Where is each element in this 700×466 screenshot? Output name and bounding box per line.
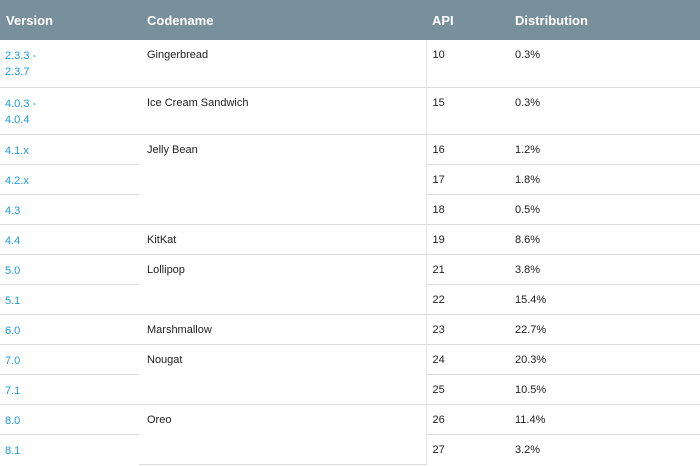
table-header: Version Codename API Distribution <box>0 0 700 40</box>
distribution-cell: 3.2% <box>511 434 700 464</box>
distribution-cell: 15.4% <box>511 284 700 315</box>
distribution-cell: 22.7% <box>511 314 700 345</box>
api-cell: 26 <box>425 404 511 435</box>
api-cell: 17 <box>425 164 511 195</box>
api-cell: 10 <box>425 40 511 88</box>
header-codename: Codename <box>139 0 426 40</box>
version-line-1[interactable]: 2.3.3 - <box>5 50 37 62</box>
table-row: 7.1 25 10.5% <box>0 374 700 405</box>
codename-cell: Nougat <box>139 344 426 405</box>
version-link[interactable]: 5.0 <box>0 254 139 285</box>
api-cell: 27 <box>425 434 511 464</box>
header-version: Version <box>0 0 139 40</box>
distribution-cell: 11.4% <box>511 404 700 435</box>
api-cell: 24 <box>425 344 511 375</box>
table-row: 2.3.3 - 2.3.7 Gingerbread 10 0.3% <box>0 40 700 88</box>
distribution-cell: 10.5% <box>511 374 700 405</box>
codename-cell: Ice Cream Sandwich <box>139 87 426 135</box>
version-link[interactable]: 7.0 <box>0 344 139 375</box>
table-row: 4.0.3 - 4.0.4 Ice Cream Sandwich 15 0.3% <box>0 87 700 135</box>
header-row: Version Codename API Distribution <box>0 0 700 40</box>
table-row: 8.1 27 3.2% <box>0 434 700 464</box>
codename-cell: Marshmallow <box>139 314 426 345</box>
api-cell: 18 <box>425 194 511 225</box>
table-row: 4.1.x Jelly Bean 16 1.2% <box>0 134 700 225</box>
distribution-cell: 3.8% <box>511 254 700 285</box>
version-line-2[interactable]: 2.3.7 <box>5 66 30 78</box>
version-link[interactable]: 2.3.3 - 2.3.7 <box>0 40 139 88</box>
distribution-cell: 0.3% <box>511 87 700 135</box>
table-row: 4.4 KitKat 19 8.6% <box>0 224 700 255</box>
table-body: 2.3.3 - 2.3.7 Gingerbread 10 0.3% 4.0.3 -… <box>0 40 700 465</box>
version-link[interactable]: 7.1 <box>0 374 139 405</box>
version-link[interactable]: 6.0 <box>0 314 139 345</box>
table-row: 6.0 Marshmallow 23 22.7% <box>0 314 700 345</box>
version-link[interactable]: 5.1 <box>0 284 139 315</box>
version-link[interactable]: 4.0.3 - 4.0.4 <box>0 87 139 135</box>
api-cell: 19 <box>425 224 511 255</box>
version-link[interactable]: 4.2.x <box>0 164 139 195</box>
api-cell: 25 <box>425 374 511 405</box>
header-distribution: Distribution <box>511 0 700 40</box>
codename-cell: Lollipop <box>139 254 426 315</box>
distribution-cell: 20.3% <box>511 344 700 375</box>
codename-cell: Gingerbread <box>139 40 426 88</box>
api-cell: 15 <box>425 87 511 135</box>
table-row: 8.0 Oreo 26 11.4% <box>0 404 700 465</box>
codename-cell: KitKat <box>139 224 426 255</box>
version-link[interactable]: 4.4 <box>0 224 139 255</box>
table-row: 5.1 22 15.4% <box>0 284 700 315</box>
table-row: 4.3 18 0.5% <box>0 194 700 225</box>
distribution-cell: 1.2% <box>511 134 700 165</box>
table-row: 5.0 Lollipop 21 3.8% <box>0 254 700 315</box>
codename-cell: Jelly Bean <box>139 134 426 225</box>
table-row: 4.2.x 17 1.8% <box>0 164 700 195</box>
header-api: API <box>426 0 511 40</box>
api-cell: 23 <box>425 314 511 345</box>
version-link[interactable]: 4.3 <box>0 194 139 225</box>
version-link[interactable]: 8.0 <box>0 404 139 435</box>
version-line-2[interactable]: 4.0.4 <box>5 113 30 126</box>
api-cell: 16 <box>425 134 511 165</box>
api-cell: 21 <box>425 254 511 285</box>
distribution-cell: 8.6% <box>511 224 700 255</box>
api-cell: 22 <box>425 284 511 315</box>
codename-cell: Oreo <box>139 404 426 465</box>
version-line-1[interactable]: 4.0.3 - <box>5 97 37 110</box>
distribution-cell: 0.3% <box>511 40 700 88</box>
distribution-cell: 0.5% <box>511 194 700 225</box>
table-row: 7.0 Nougat 24 20.3% <box>0 344 700 405</box>
distribution-cell: 1.8% <box>511 164 700 195</box>
version-link[interactable]: 4.1.x <box>0 134 139 165</box>
version-link[interactable]: 8.1 <box>0 434 139 464</box>
